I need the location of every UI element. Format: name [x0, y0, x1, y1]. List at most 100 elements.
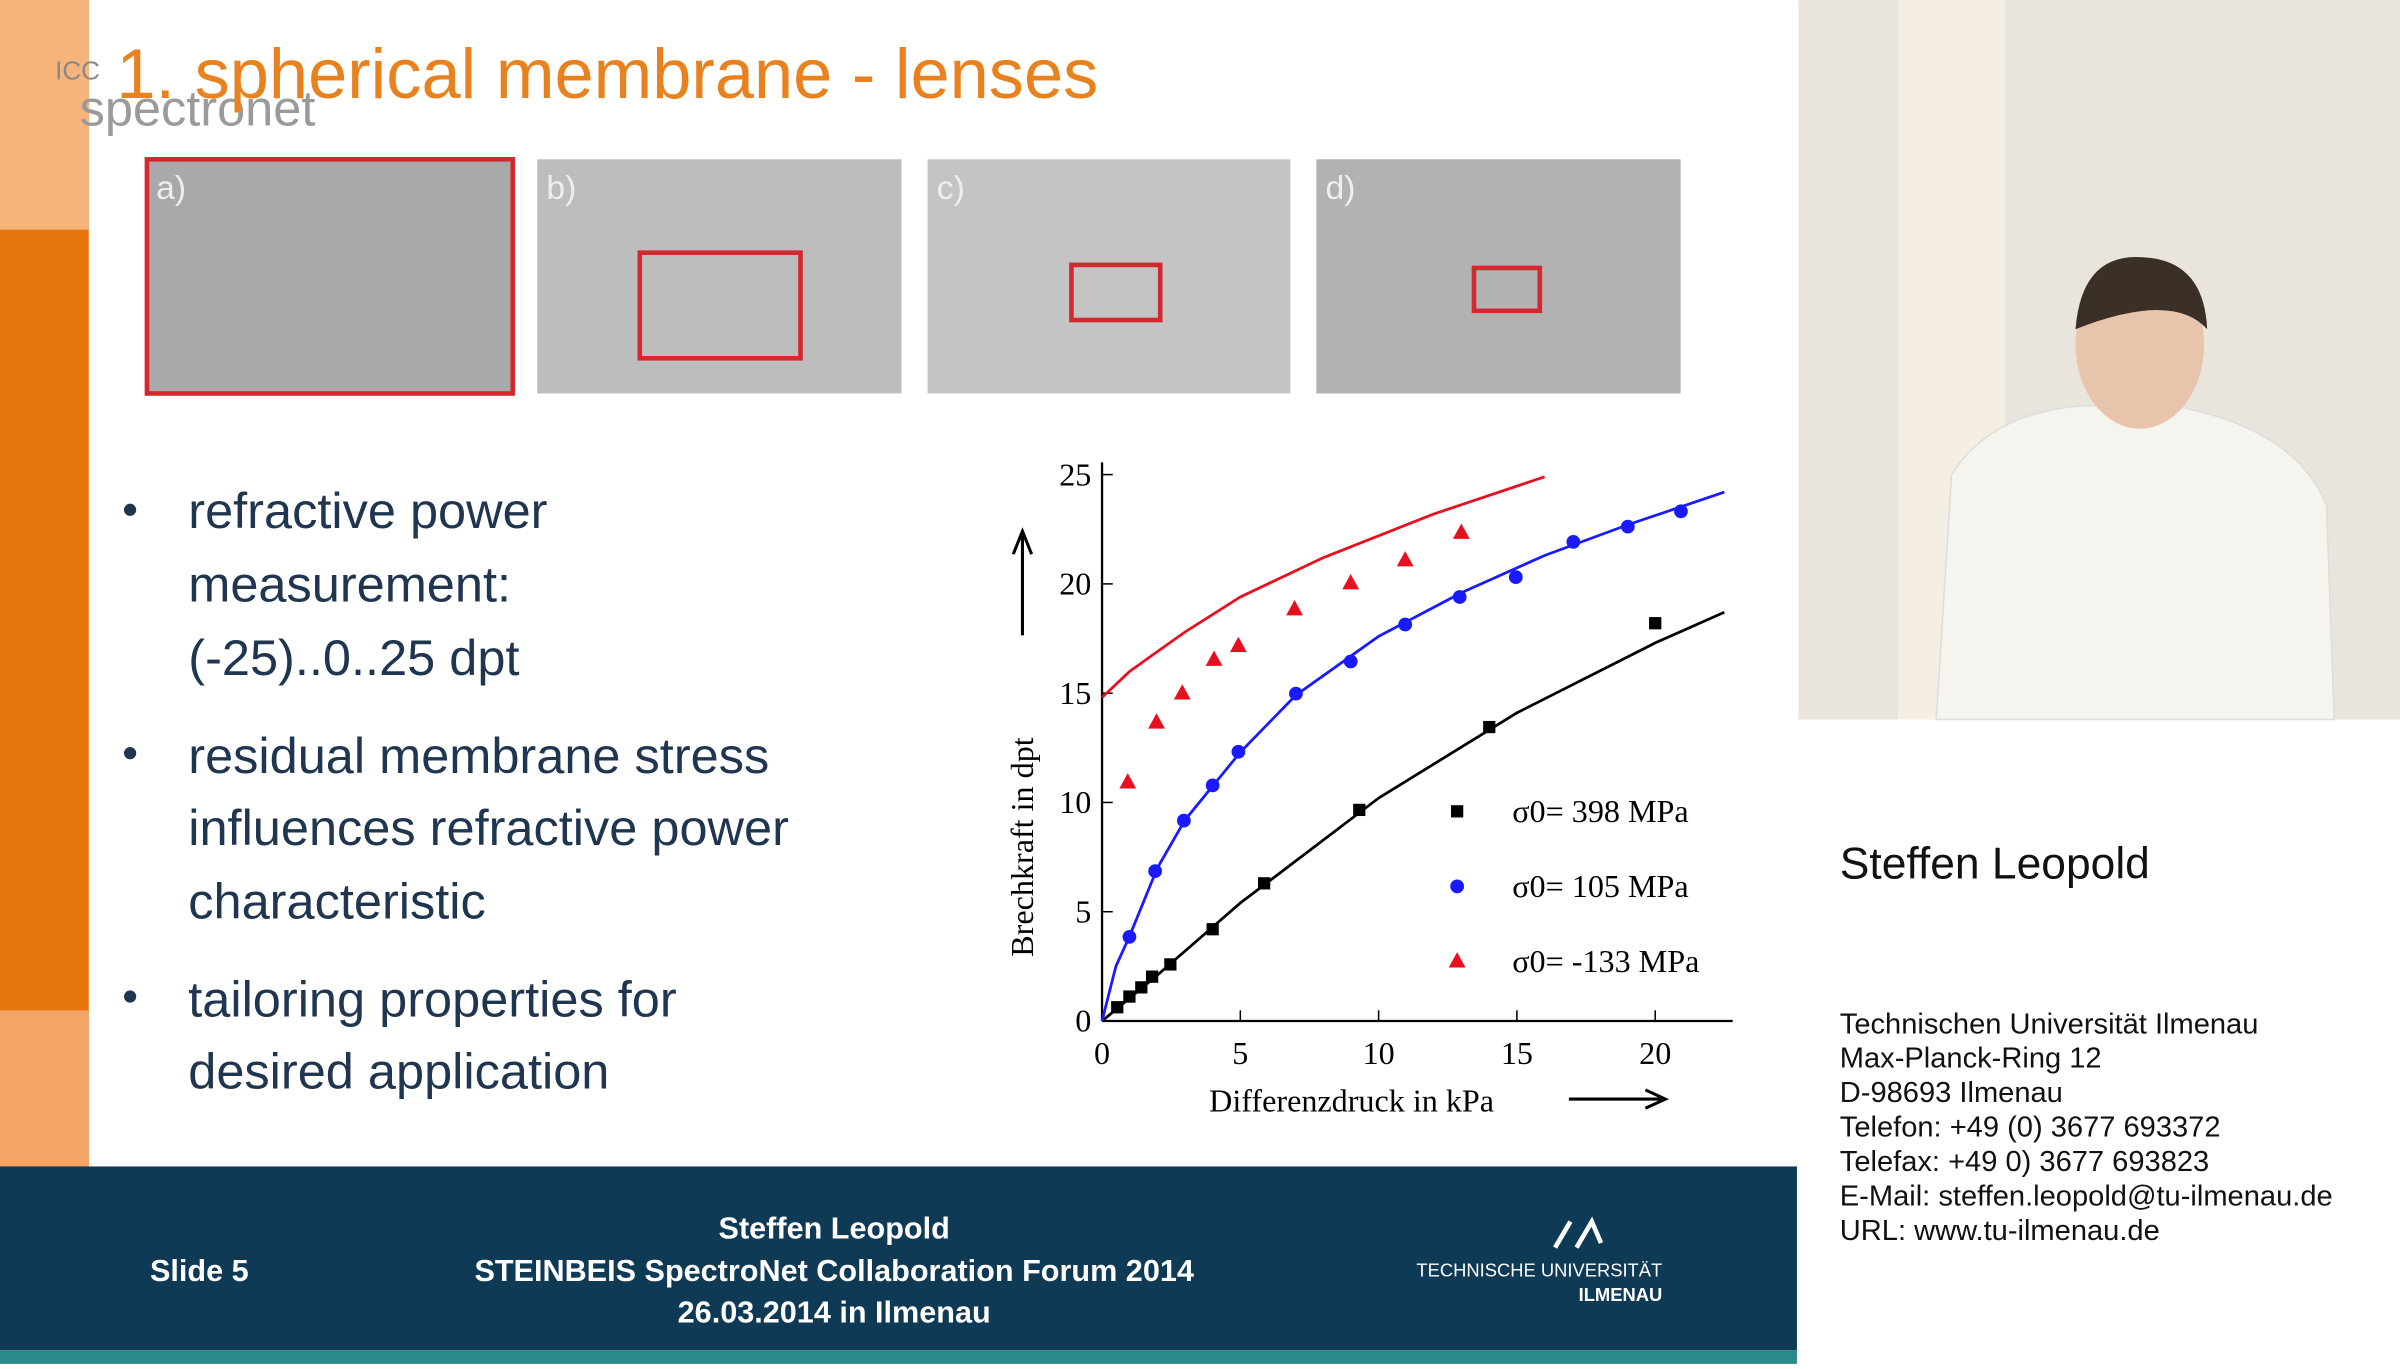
tu-logo-text: TECHNISCHE UNIVERSITÄT: [1416, 1260, 1662, 1281]
marker: [1148, 713, 1165, 729]
chart-background: [979, 451, 1758, 1130]
logo-spectronet: spectronet: [80, 80, 316, 137]
marker: [1135, 981, 1148, 994]
x-tick-label: 15: [1501, 1035, 1533, 1071]
image-panel: [927, 159, 1291, 394]
footer-line: Steffen Leopold: [719, 1211, 950, 1245]
legend-entry: σ0= 105 MPa: [1512, 868, 1688, 904]
speaker-hair: [2075, 256, 2208, 330]
marker: [1649, 617, 1662, 630]
bullets: refractive power measurement: (-25)..0..…: [123, 482, 789, 1099]
marker: [1205, 778, 1220, 793]
legend-marker: [1451, 805, 1464, 818]
logo-icc: ICC: [55, 56, 100, 86]
footer-stripe: [0, 1350, 1797, 1364]
y-tick-label: 10: [1059, 784, 1091, 820]
speaker-shirt: [1935, 404, 2335, 721]
bullet-line: influences refractive power: [188, 799, 789, 856]
marker: [1123, 990, 1136, 1003]
marker: [1205, 650, 1223, 666]
zoom-box: [637, 250, 803, 361]
contact-line: URL: www.tu-ilmenau.de: [1840, 1215, 2160, 1247]
contact-line: Max-Planck-Ring 12: [1840, 1043, 2102, 1075]
marker: [1396, 551, 1414, 567]
y-tick-label: 15: [1059, 675, 1091, 711]
marker: [1452, 590, 1467, 604]
x-tick-label: 10: [1363, 1035, 1395, 1071]
marker: [1145, 970, 1159, 983]
contact-line: Telefon: +49 (0) 3677 693372: [1840, 1112, 2221, 1144]
tu-logo-text: ILMENAU: [1579, 1284, 1663, 1305]
contact: Technischen Universität IlmenauMax-Planc…: [1840, 1008, 2333, 1247]
marker: [1566, 535, 1581, 549]
contact-line: E-Mail: steffen.leopold@tu-ilmenau.de: [1840, 1180, 2333, 1212]
slide-title: 1. spherical membrane - lenses: [116, 34, 1098, 113]
bullet-line: (-25)..0..25 dpt: [188, 629, 519, 686]
marker: [1164, 958, 1177, 971]
panel-label: d): [1326, 170, 1356, 207]
legend-marker: [1450, 879, 1465, 894]
footer-line: STEINBEIS SpectroNet Collaboration Forum…: [474, 1254, 1193, 1288]
panels: a) b) c) d): [144, 156, 1681, 396]
bullet-dot: [123, 503, 137, 516]
contact-line: Technischen Universität Ilmenau: [1840, 1008, 2259, 1040]
marker: [1508, 570, 1523, 584]
footer-line: 26.03.2014 in Ilmenau: [678, 1296, 991, 1330]
legend-marker: [1448, 952, 1466, 968]
zoom-box: [1069, 262, 1163, 323]
marker: [1119, 773, 1137, 789]
marker: [1289, 686, 1303, 701]
y-tick-label: 25: [1059, 456, 1091, 492]
contact-line: Telefax: +49 0) 3677 693823: [1840, 1146, 2209, 1178]
image-panel: [1316, 159, 1681, 394]
fit-curve: [1101, 475, 1546, 699]
y-arrow: [1011, 527, 1034, 636]
x-tick-label: 5: [1232, 1035, 1248, 1071]
slide-number: Slide 5: [150, 1254, 249, 1288]
y-axis-label: Brechkraft in dpt: [1004, 737, 1040, 957]
tu-logo-mark: [1553, 1216, 1604, 1249]
marker: [1620, 519, 1635, 534]
orange-bar-light: [0, 0, 89, 230]
panel-label: c): [937, 170, 965, 207]
y-tick-label: 20: [1059, 566, 1091, 602]
speaker-name: Steffen Leopold: [1840, 840, 2150, 889]
marker: [1206, 923, 1219, 936]
x-arrow: [1568, 1088, 1669, 1110]
marker: [1229, 636, 1247, 653]
marker: [1286, 600, 1303, 616]
y-tick-label: 0: [1075, 1003, 1091, 1039]
bullet-line: tailoring properties for: [188, 970, 676, 1027]
zoom-box: [1471, 265, 1543, 314]
marker: [1122, 929, 1137, 944]
x-axis-label: Differenzdruck in kPa: [1209, 1082, 1494, 1118]
marker: [1398, 617, 1413, 632]
marker: [1674, 504, 1688, 519]
marker: [1452, 523, 1470, 539]
bullet-line: characteristic: [188, 872, 485, 929]
y-tick-label: 5: [1075, 893, 1091, 929]
legend-entry: σ0= -133 MPa: [1512, 943, 1699, 979]
contact-line: D-98693 Ilmenau: [1840, 1077, 2063, 1109]
marker: [1231, 744, 1246, 759]
x-tick-label: 0: [1094, 1035, 1110, 1071]
marker: [1257, 877, 1271, 890]
panel-label: b): [546, 170, 576, 207]
marker: [1173, 684, 1191, 700]
marker: [1111, 1001, 1124, 1014]
marker: [1148, 864, 1163, 878]
marker: [1483, 720, 1496, 734]
bullet-dot: [123, 990, 137, 1003]
bullet-dot: [123, 747, 137, 760]
x-tick-label: 20: [1639, 1035, 1671, 1071]
marker: [1343, 654, 1358, 669]
marker: [1177, 813, 1191, 828]
orange-bar-light: [0, 1010, 89, 1167]
image-panel: [537, 159, 902, 394]
chart: 0 5 10 15 20 25 0 5 10 15 20 Differenzdruck in kPa B…: [1004, 456, 1733, 1118]
footer: [0, 1166, 1797, 1351]
bullet-line: residual membrane stress: [188, 727, 769, 784]
bullet-line: refractive power: [188, 482, 547, 539]
